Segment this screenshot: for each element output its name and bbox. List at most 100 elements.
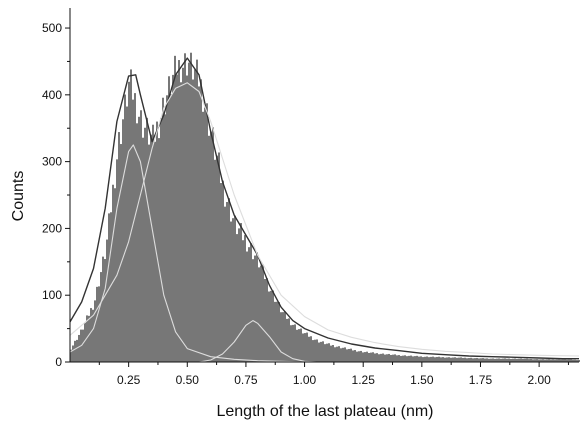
histogram-bar	[328, 343, 330, 362]
histogram-bar	[386, 354, 388, 362]
histogram-bar	[424, 356, 426, 362]
fit-sum-curve	[69, 57, 579, 360]
histogram-bar	[488, 358, 490, 362]
histogram-bar	[144, 127, 146, 362]
histogram-bar	[542, 359, 544, 362]
histogram-bar	[552, 359, 554, 362]
histogram-bar	[426, 356, 428, 362]
histogram-bar	[336, 346, 338, 362]
histogram-bar	[248, 247, 250, 362]
histogram-bar	[534, 359, 536, 362]
histogram-bar	[412, 356, 414, 362]
histogram-bar	[254, 255, 256, 362]
histogram-bar	[394, 354, 396, 362]
histogram-bar	[402, 355, 404, 362]
histogram-bar	[442, 357, 444, 362]
histogram-bar	[498, 358, 500, 362]
histogram-bar	[352, 350, 354, 362]
histogram-bar	[158, 138, 160, 362]
histogram-bar	[356, 351, 358, 362]
histogram-bar	[192, 79, 194, 362]
histogram-bar	[126, 106, 128, 362]
histogram-bar	[556, 359, 558, 362]
histogram-bar	[390, 354, 392, 362]
histogram-bar	[168, 76, 170, 362]
histogram-bar	[280, 312, 282, 362]
histogram-bar	[166, 95, 168, 363]
histogram-bars	[70, 52, 580, 363]
histogram-bar	[146, 117, 148, 363]
histogram-bar	[112, 184, 114, 362]
histogram-bar	[256, 252, 258, 362]
histogram-bar	[136, 123, 138, 362]
histogram-bar	[160, 117, 162, 362]
histogram-bar	[84, 322, 86, 362]
histogram-bar	[558, 359, 560, 362]
histogram-bar	[324, 344, 326, 362]
histogram-bar	[202, 111, 204, 363]
histogram-bar	[228, 198, 230, 362]
histogram-bar	[550, 359, 552, 362]
histogram-bar	[374, 353, 376, 362]
histogram-bar	[292, 324, 294, 362]
histogram-bar	[230, 221, 232, 362]
histogram-bar	[346, 349, 348, 362]
x-tick-label: 1.75	[469, 373, 493, 387]
histogram-bar	[236, 234, 238, 362]
histogram-bar	[178, 60, 180, 362]
histogram-bar	[282, 312, 284, 362]
histogram-bar	[310, 336, 312, 362]
histogram-bar	[162, 97, 164, 362]
histogram-bar	[520, 358, 522, 362]
histogram-bar	[244, 235, 246, 362]
histogram-bar	[164, 114, 166, 362]
histogram-bar	[140, 110, 142, 363]
histogram-bar	[518, 358, 520, 362]
x-axis-title: Length of the last plateau (nm)	[216, 403, 433, 420]
histogram-bar	[554, 359, 556, 362]
histogram-bar	[98, 286, 100, 362]
fit-component-curve	[69, 82, 580, 357]
histogram-bar	[142, 137, 144, 362]
y-tick-label: 500	[42, 21, 62, 35]
histogram-bar	[218, 152, 220, 362]
histogram-bar	[322, 341, 324, 362]
histogram-bar	[72, 345, 74, 362]
histogram-bar	[208, 135, 210, 362]
histogram-bar	[182, 67, 184, 362]
histogram-bar	[326, 343, 328, 362]
histogram-bar	[286, 318, 288, 362]
histogram-bar	[560, 359, 562, 362]
histogram-bar	[350, 348, 352, 362]
x-tick-label: 1.00	[293, 373, 317, 387]
histogram-bar	[474, 358, 476, 362]
histogram-bar	[246, 251, 248, 362]
histogram-bar	[234, 215, 236, 362]
x-tick-label: 1.25	[352, 373, 376, 387]
histogram-bar	[116, 159, 118, 362]
histogram-bar	[514, 358, 516, 362]
histogram-bar	[430, 356, 432, 362]
histogram-bar	[568, 359, 570, 362]
histogram-bar	[232, 218, 234, 362]
histogram-bar	[334, 347, 336, 362]
histogram-bar	[478, 358, 480, 362]
histogram-bar	[472, 358, 474, 362]
histogram-bar	[440, 357, 442, 362]
histogram-bar	[118, 132, 120, 362]
histogram-bar	[348, 348, 350, 362]
histogram-bar	[138, 116, 140, 362]
histogram-bar	[104, 259, 106, 362]
histogram-bar	[482, 358, 484, 362]
histogram-bar	[212, 127, 214, 362]
histogram-bar	[260, 265, 262, 362]
histogram-bar	[304, 333, 306, 362]
histogram-bar	[494, 358, 496, 362]
histogram-bar	[438, 356, 440, 362]
histogram-bar	[214, 159, 216, 362]
histogram-bar	[388, 353, 390, 362]
histogram-bar	[566, 359, 568, 362]
histogram-bar	[240, 223, 242, 362]
histogram-bar	[312, 340, 314, 362]
